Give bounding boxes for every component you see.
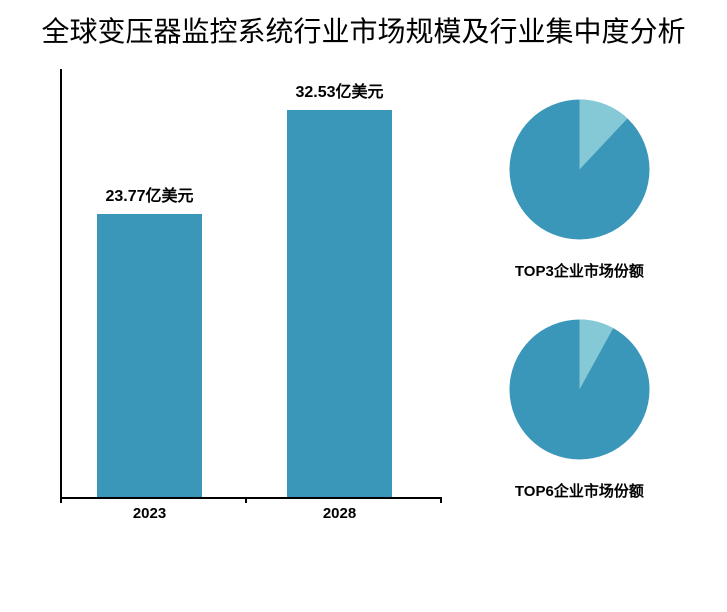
pie-top3-group: TOP3企业市场份额: [462, 97, 697, 281]
pie-top3-label: TOP3企业市场份额: [515, 260, 644, 281]
pie-top6-group: TOP6企业市场份额: [462, 317, 697, 501]
bar-2023-value-label: 23.77亿美元: [70, 182, 230, 206]
bar-2028-value-label: 32.53亿美元: [260, 78, 420, 102]
bar-2023: [97, 214, 202, 497]
bar-plot-area: 23.77亿美元 2023 32.53亿美元 2028: [60, 69, 440, 499]
x-tick: [245, 497, 247, 503]
chart-title: 全球变压器监控系统行业市场规模及行业集中度分析: [0, 0, 727, 54]
x-tick: [440, 497, 442, 503]
x-tick: [60, 497, 62, 503]
content-area: 23.77亿美元 2023 32.53亿美元 2028 TOP3企业市场份额 T…: [0, 54, 727, 539]
pie-top3: [507, 97, 652, 242]
bar-chart: 23.77亿美元 2023 32.53亿美元 2028: [30, 69, 442, 539]
pie-top6-label: TOP6企业市场份额: [515, 480, 644, 501]
pie-charts-area: TOP3企业市场份额 TOP6企业市场份额: [442, 69, 697, 539]
x-tick-2023: 2023: [97, 505, 202, 522]
pie-top6: [507, 317, 652, 462]
bar-2028: [287, 110, 392, 497]
x-tick-2028: 2028: [287, 505, 392, 522]
